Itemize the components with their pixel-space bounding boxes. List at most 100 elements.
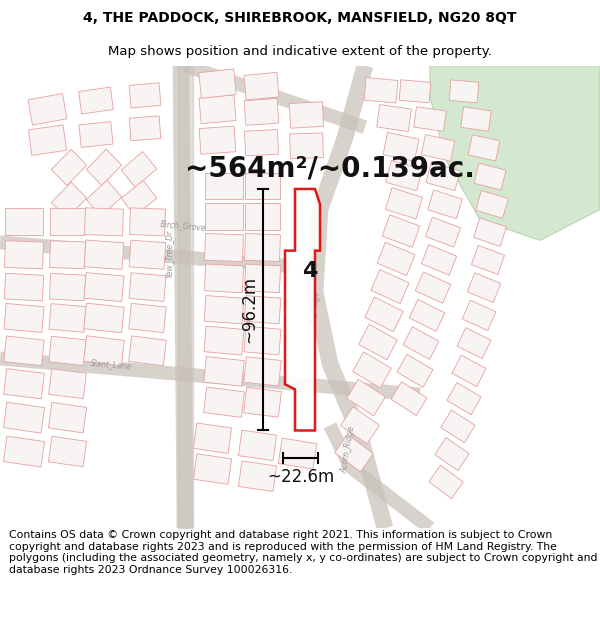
Bar: [238, 430, 277, 461]
Bar: [49, 336, 86, 366]
Bar: [377, 242, 415, 276]
Bar: [476, 191, 508, 218]
Bar: [129, 272, 166, 301]
Bar: [193, 423, 232, 453]
Bar: [204, 357, 244, 386]
Bar: [50, 209, 85, 235]
Bar: [397, 354, 433, 388]
Bar: [409, 299, 445, 331]
Bar: [205, 264, 244, 292]
Bar: [244, 357, 281, 386]
Bar: [289, 102, 323, 128]
Bar: [193, 454, 232, 484]
Polygon shape: [430, 66, 600, 241]
Bar: [371, 269, 409, 304]
Bar: [473, 218, 506, 246]
Bar: [28, 125, 67, 156]
Bar: [204, 296, 244, 324]
Bar: [452, 355, 486, 387]
Bar: [426, 162, 460, 191]
Bar: [4, 336, 44, 366]
Bar: [382, 215, 420, 248]
Bar: [4, 304, 44, 332]
Bar: [415, 272, 451, 303]
Bar: [399, 80, 431, 103]
Text: ~22.6m: ~22.6m: [267, 468, 334, 486]
Bar: [244, 72, 279, 100]
Bar: [335, 434, 373, 472]
Bar: [341, 407, 379, 444]
Bar: [205, 234, 244, 262]
Bar: [474, 163, 506, 190]
Bar: [435, 438, 469, 471]
Bar: [121, 181, 157, 216]
Bar: [5, 209, 43, 235]
Bar: [353, 352, 391, 388]
Bar: [290, 133, 323, 159]
Polygon shape: [285, 189, 320, 431]
Bar: [86, 180, 122, 216]
Text: Map shows position and indicative extent of the property.: Map shows position and indicative extent…: [108, 45, 492, 58]
Bar: [49, 273, 86, 301]
Bar: [359, 324, 397, 360]
Bar: [244, 388, 281, 417]
Bar: [462, 300, 496, 331]
Bar: [129, 240, 166, 269]
Bar: [121, 151, 157, 188]
Bar: [377, 104, 412, 131]
Bar: [52, 182, 86, 218]
Bar: [86, 149, 122, 186]
Bar: [49, 402, 86, 433]
Bar: [129, 303, 166, 332]
Bar: [199, 69, 236, 98]
Bar: [128, 336, 166, 366]
Bar: [391, 382, 427, 416]
Bar: [244, 264, 281, 292]
Bar: [84, 272, 124, 302]
Bar: [129, 83, 161, 108]
Bar: [425, 217, 461, 247]
Text: Birch_Grove: Birch_Grove: [160, 219, 207, 232]
Bar: [245, 173, 280, 199]
Bar: [4, 402, 44, 433]
Bar: [383, 132, 419, 161]
Bar: [449, 80, 479, 102]
Bar: [203, 387, 244, 418]
Bar: [278, 438, 317, 469]
Bar: [457, 328, 491, 359]
Bar: [205, 203, 243, 230]
Bar: [447, 382, 481, 415]
Bar: [199, 95, 236, 124]
Text: Contains OS data © Crown copyright and database right 2021. This information is : Contains OS data © Crown copyright and d…: [9, 530, 598, 575]
Bar: [472, 245, 505, 274]
Bar: [84, 303, 124, 332]
Bar: [245, 234, 280, 261]
Bar: [421, 244, 457, 275]
Bar: [421, 134, 455, 161]
Text: 4: 4: [302, 261, 317, 281]
Bar: [204, 326, 244, 355]
Bar: [365, 297, 403, 332]
Text: ~96.2m: ~96.2m: [240, 276, 258, 343]
Bar: [347, 379, 385, 416]
Bar: [79, 87, 113, 114]
Bar: [129, 116, 161, 141]
Bar: [244, 129, 278, 156]
Bar: [414, 107, 446, 131]
Bar: [386, 161, 422, 191]
Bar: [5, 241, 43, 269]
Bar: [83, 336, 124, 366]
Bar: [50, 241, 85, 269]
Bar: [364, 78, 398, 103]
Bar: [52, 149, 86, 186]
Text: Acorn_Ridge: Acorn_Ridge: [340, 425, 357, 474]
Bar: [84, 240, 124, 269]
Bar: [245, 203, 280, 230]
Bar: [85, 208, 124, 236]
Bar: [130, 208, 166, 236]
Bar: [467, 272, 501, 302]
Bar: [429, 465, 463, 499]
Bar: [28, 94, 67, 125]
Bar: [244, 296, 281, 324]
Bar: [4, 436, 44, 467]
